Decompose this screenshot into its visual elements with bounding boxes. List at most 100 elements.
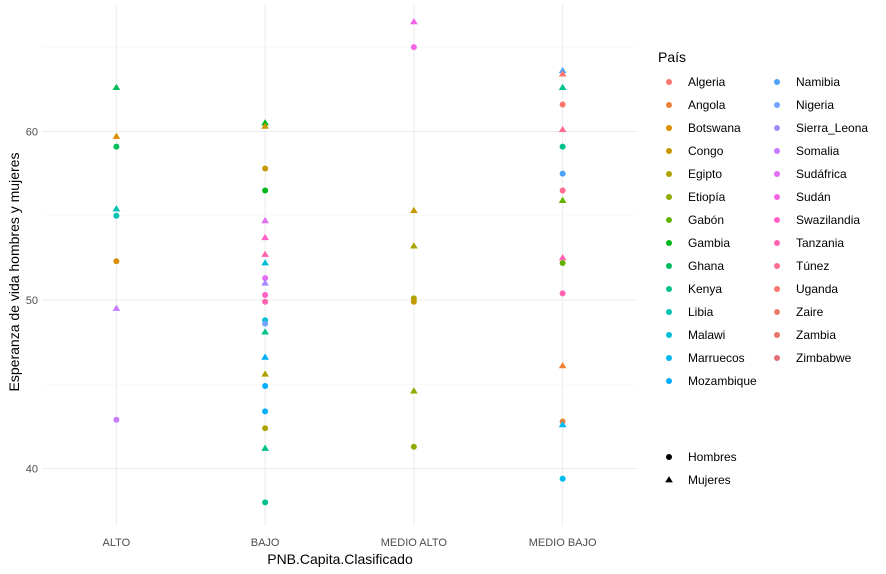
x-axis-ticks: ALTO BAJO MEDIO ALTO MEDIO BAJO — [103, 537, 597, 549]
legend-key — [666, 148, 672, 154]
legend-key — [666, 263, 672, 269]
data-point — [262, 383, 269, 390]
legend-key — [774, 194, 780, 200]
data-point — [261, 444, 269, 451]
data-point — [559, 290, 566, 297]
data-point — [262, 408, 269, 415]
legend-label: Sierra_Leona — [796, 121, 868, 135]
legend-key — [666, 378, 672, 384]
y-tick-label: 60 — [26, 126, 38, 138]
data-point — [558, 420, 567, 428]
legend-label: Angola — [688, 98, 726, 112]
legend-key — [665, 476, 673, 483]
data-point — [559, 101, 566, 108]
legend-key — [774, 309, 780, 315]
legend-key — [666, 171, 672, 177]
data-point — [559, 170, 566, 177]
data-point — [558, 361, 567, 369]
data-point — [410, 206, 418, 214]
legend-key — [666, 309, 672, 315]
legend-key — [666, 240, 672, 246]
data-point — [262, 187, 269, 194]
data-points — [112, 17, 567, 506]
legend-label: Namibia — [796, 75, 840, 89]
legend-key — [774, 79, 780, 85]
data-point — [262, 165, 269, 172]
legend: País Algeria Angola Botswana Congo Egipto Eti… — [658, 49, 868, 487]
data-point — [410, 242, 418, 249]
legend-label: Uganda — [796, 282, 838, 296]
data-point — [558, 66, 567, 74]
color-legend: Algeria Angola Botswana Congo Egipto Etiopía G… — [666, 75, 868, 388]
legend-label: Túnez — [796, 259, 829, 273]
legend-label: Congo — [688, 144, 724, 158]
legend-label: Mozambique — [688, 374, 757, 388]
x-tick-label: MEDIO ALTO — [381, 537, 448, 549]
data-point — [261, 122, 269, 129]
legend-label: Somalia — [796, 144, 840, 158]
legend-label: Gambia — [688, 236, 730, 250]
x-tick-label: ALTO — [103, 537, 131, 549]
y-axis-title: Esperanza de vida hombres y mujeres — [6, 153, 22, 392]
data-point — [262, 320, 269, 327]
legend-label: Etiopía — [688, 190, 726, 204]
data-point — [113, 416, 120, 423]
data-point — [113, 212, 120, 219]
legend-key — [774, 125, 780, 131]
data-point — [262, 292, 269, 299]
data-point — [559, 475, 566, 482]
x-tick-label: BAJO — [251, 537, 280, 549]
data-point — [410, 443, 417, 450]
legend-key — [666, 102, 672, 108]
data-point — [261, 353, 269, 360]
data-point — [261, 216, 269, 224]
data-point — [261, 119, 269, 126]
legend-label: Zimbabwe — [796, 351, 852, 365]
legend-key — [774, 171, 780, 177]
data-point — [262, 499, 269, 506]
data-point — [410, 44, 417, 51]
data-point — [112, 304, 121, 311]
data-point — [261, 370, 269, 377]
legend-label: Hombres — [688, 450, 737, 464]
legend-key — [774, 332, 780, 338]
data-point — [559, 259, 566, 266]
x-tick-label: MEDIO BAJO — [529, 537, 597, 549]
data-point — [261, 328, 269, 335]
x-axis-title: PNB.Capita.Clasificado — [267, 551, 413, 567]
legend-key — [774, 217, 780, 223]
data-point — [559, 187, 566, 194]
data-point — [112, 83, 121, 91]
legend-label: Egipto — [688, 167, 722, 181]
legend-key — [666, 217, 672, 223]
legend-key — [774, 102, 780, 108]
data-point — [558, 196, 567, 203]
legend-key — [666, 355, 672, 361]
legend-label: Algeria — [688, 75, 726, 89]
data-point — [558, 83, 567, 91]
data-point — [410, 17, 418, 25]
legend-label: Tanzania — [796, 236, 844, 250]
data-point — [261, 250, 269, 257]
legend-label: Botswana — [688, 121, 741, 135]
data-point — [113, 143, 120, 150]
legend-key — [666, 332, 672, 338]
data-point — [112, 205, 121, 212]
data-point — [113, 258, 120, 265]
legend-label: Libia — [688, 305, 714, 319]
legend-key — [666, 194, 672, 200]
legend-key — [666, 125, 672, 131]
legend-label: Marruecos — [688, 351, 745, 365]
grid — [42, 5, 637, 526]
data-point — [112, 132, 121, 139]
data-point — [261, 279, 269, 286]
data-point — [261, 259, 269, 266]
data-point — [558, 70, 567, 77]
legend-key — [666, 79, 672, 85]
legend-key — [774, 240, 780, 246]
legend-key — [774, 355, 780, 361]
y-tick-label: 40 — [26, 464, 38, 476]
legend-key — [774, 148, 780, 154]
legend-label: Ghana — [688, 259, 724, 273]
